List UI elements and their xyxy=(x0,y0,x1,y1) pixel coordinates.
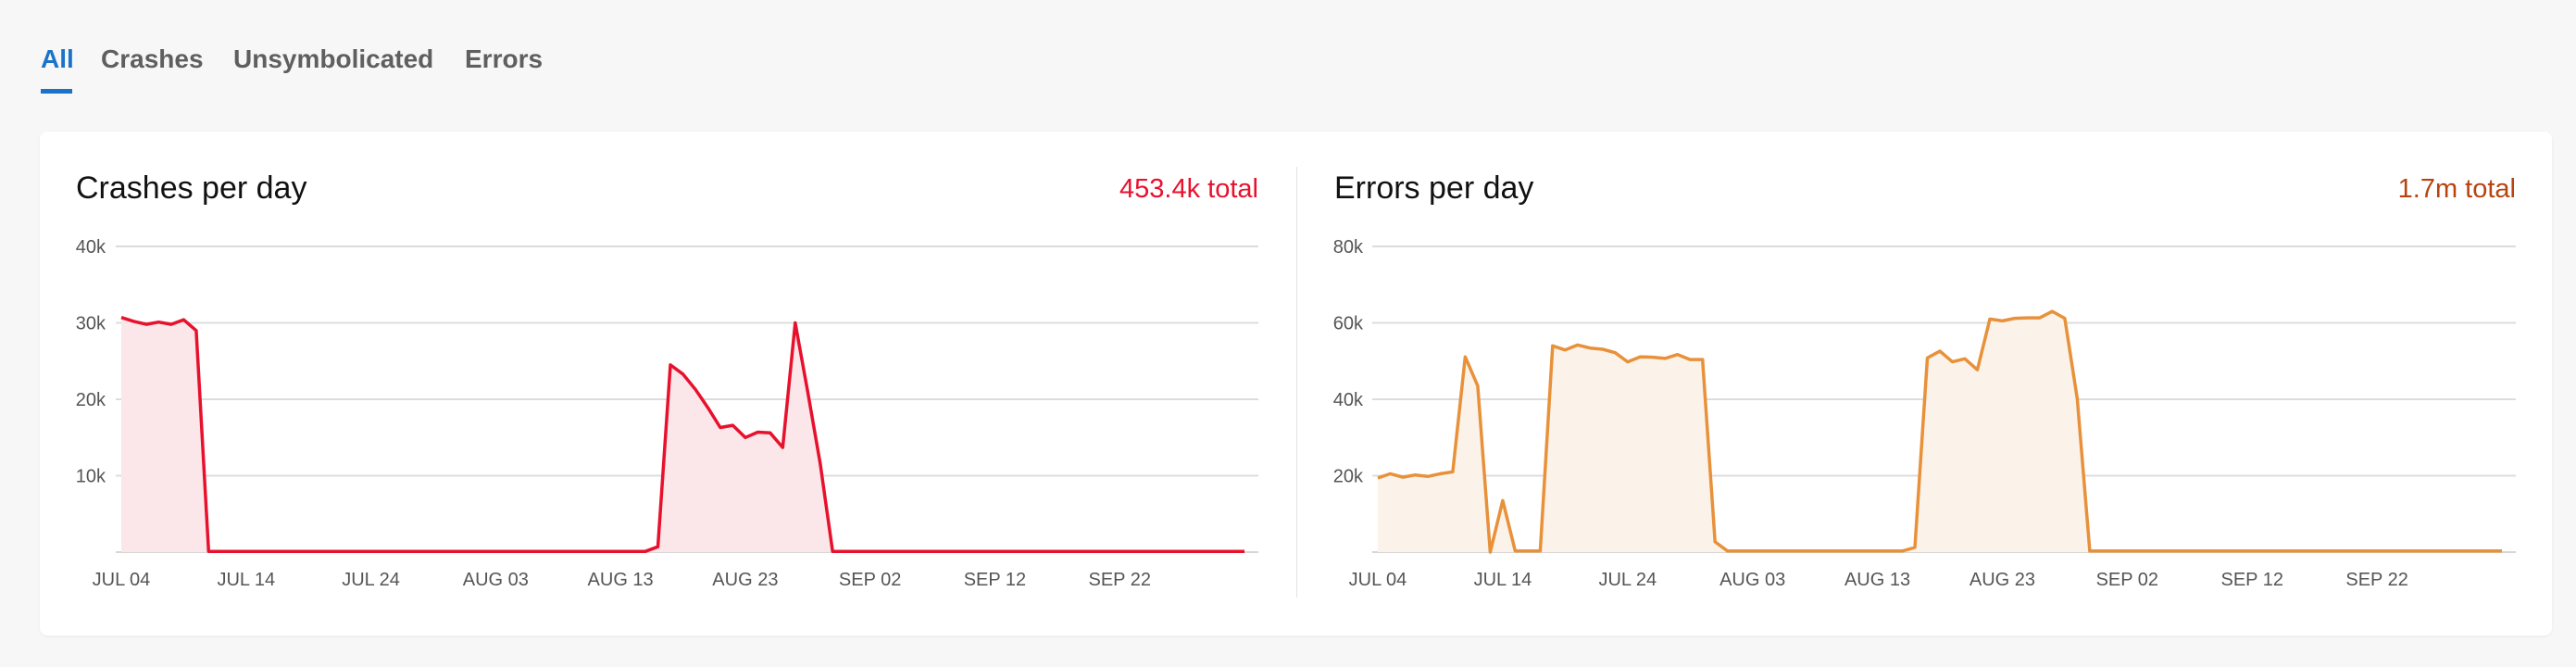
y-tick-label: 40k xyxy=(1333,390,1364,410)
crashes-chart-title: Crashes per day xyxy=(76,170,307,206)
x-tick-label: AUG 03 xyxy=(1719,570,1785,590)
series-area xyxy=(1378,311,2502,552)
x-tick-label: SEP 02 xyxy=(2096,570,2158,590)
x-tick-label: SEP 02 xyxy=(839,570,901,590)
y-tick-label: 20k xyxy=(76,390,106,410)
active-tab-indicator xyxy=(41,89,72,94)
series-area xyxy=(121,317,1244,552)
x-tick-label: JUL 04 xyxy=(1349,570,1407,590)
y-tick-label: 60k xyxy=(1333,314,1364,334)
tab-errors[interactable]: Errors xyxy=(465,44,544,73)
errors-chart-title: Errors per day xyxy=(1334,170,1534,206)
y-tick-label: 30k xyxy=(76,314,106,334)
x-tick-label: JUL 14 xyxy=(1474,570,1532,590)
x-tick-label: JUL 14 xyxy=(217,570,275,590)
x-tick-label: SEP 12 xyxy=(2220,570,2282,590)
x-tick-label: JUL 04 xyxy=(93,570,151,590)
x-tick-label: SEP 22 xyxy=(2345,570,2407,590)
x-tick-label: AUG 03 xyxy=(463,570,529,590)
x-tick-label: AUG 13 xyxy=(588,570,654,590)
x-tick-label: JUL 24 xyxy=(342,570,400,590)
chart-divider xyxy=(1296,167,1297,598)
tab-all[interactable]: All xyxy=(41,44,74,73)
x-tick-label: SEP 22 xyxy=(1088,570,1150,590)
x-tick-label: JUL 24 xyxy=(1598,570,1657,590)
tab-crashes[interactable]: Crashes xyxy=(101,44,204,73)
y-tick-label: 40k xyxy=(76,237,106,258)
x-tick-label: AUG 23 xyxy=(712,570,778,590)
y-tick-label: 20k xyxy=(1333,467,1364,487)
x-tick-label: AUG 13 xyxy=(1844,570,1910,590)
y-tick-label: 10k xyxy=(76,467,106,487)
x-tick-label: AUG 23 xyxy=(1970,570,2035,590)
x-tick-label: SEP 12 xyxy=(964,570,1026,590)
crashes-total: 453.4k total xyxy=(1119,174,1258,204)
errors-total: 1.7m total xyxy=(2397,174,2516,204)
y-tick-label: 80k xyxy=(1333,237,1364,258)
tab-unsymbolicated[interactable]: Unsymbolicated xyxy=(233,44,434,73)
